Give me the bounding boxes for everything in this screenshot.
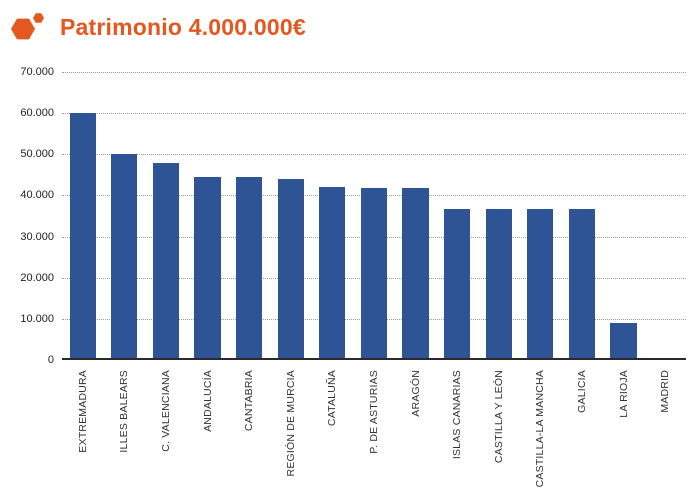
bar — [236, 176, 263, 360]
gridline — [62, 154, 686, 156]
x-axis-label: ANDALUCÍA — [187, 370, 229, 492]
bar-column — [436, 72, 478, 360]
x-axis-label: P. DE ASTURIAS — [353, 370, 395, 492]
x-axis-label-text: P. DE ASTURIAS — [367, 370, 380, 454]
x-axis-label-text: GALICIA — [575, 370, 588, 413]
x-axis-label: LA RIOJA — [603, 370, 645, 492]
x-axis-label-text: CASTILLA-LA MANCHA — [534, 370, 547, 488]
x-axis-label-text: C. VALENCIANA — [159, 370, 172, 452]
label-row: EXTREMADURA ILLES BALEARS C. VALENCIANA AND… — [6, 362, 696, 492]
axis-corner — [6, 362, 62, 492]
bars — [62, 72, 686, 360]
hexagon-icon — [11, 13, 44, 40]
bar-column — [478, 72, 520, 360]
x-axis-label: MADRID — [644, 370, 686, 492]
x-axis-label-text: CASTILLA Y LEÓN — [492, 370, 505, 464]
y-axis: 70.000 60.000 50.000 40.000 30.000 20.000 10.0… — [6, 66, 62, 366]
bar — [402, 188, 429, 360]
x-axis-label-text: CANTABRIA — [243, 370, 256, 432]
x-axis-label-text: ARAGÓN — [409, 370, 422, 417]
x-axis-label-text: MADRID — [659, 370, 672, 413]
bar-column — [62, 72, 104, 360]
bar-column — [603, 72, 645, 360]
bar-column — [104, 72, 146, 360]
y-tick-label: 40.000 — [20, 189, 54, 202]
y-tick-label: 0 — [47, 354, 54, 366]
x-axis-label-text: LA RIOJA — [617, 370, 630, 418]
bar — [69, 113, 96, 360]
x-axis-label: ILLES BALEARS — [104, 370, 146, 492]
bar-column — [312, 72, 354, 360]
x-axis-label: CASTILLA Y LEÓN — [478, 370, 520, 492]
bar-column — [270, 72, 312, 360]
x-axis-label-text: ISLAS CANARIAS — [451, 370, 464, 460]
x-axis-label: CANTABRIA — [228, 370, 270, 492]
x-axis-label: EXTREMADURA — [62, 370, 104, 492]
x-axis-label: REGIÓN DE MURCIA — [270, 370, 312, 492]
bar — [485, 209, 512, 360]
bar — [610, 322, 637, 360]
gridline — [62, 113, 686, 115]
bar — [152, 162, 180, 360]
y-tick-label: 70.000 — [20, 66, 54, 78]
y-tick-label: 50.000 — [20, 148, 54, 161]
bar-column — [395, 72, 437, 360]
x-axis-labels: EXTREMADURA ILLES BALEARS C. VALENCIANA AND… — [62, 362, 686, 492]
x-axis-label: GALICIA — [561, 370, 603, 492]
x-axis-label-text: EXTREMADURA — [76, 370, 89, 453]
bar-column — [561, 72, 603, 360]
x-axis-label: ARAGÓN — [395, 370, 437, 492]
x-axis-label: CATALUÑA — [312, 370, 354, 492]
bar — [360, 188, 388, 360]
y-tick-label: 20.000 — [20, 271, 54, 284]
y-tick-label: 60.000 — [20, 107, 54, 120]
x-axis-line — [62, 358, 686, 360]
bar — [568, 209, 596, 360]
y-tick-label: 30.000 — [20, 230, 54, 243]
gridline — [62, 72, 686, 73]
x-axis-label: ISLAS CANARIAS — [436, 370, 478, 492]
x-axis-label: CASTILLA-LA MANCHA — [520, 370, 562, 492]
plot-area — [62, 72, 686, 360]
y-tick-label: 10.000 — [20, 312, 54, 325]
chart-title: Patrimonio 4.000.000€ — [60, 13, 306, 40]
bar — [194, 176, 221, 360]
bar-column — [228, 72, 270, 360]
bar — [527, 209, 554, 360]
bar — [111, 154, 138, 360]
x-axis-label-text: CATALUÑA — [326, 370, 339, 427]
bar-column — [187, 72, 229, 360]
x-axis-label-text: ILLES BALEARS — [118, 370, 131, 453]
bar-chart: 70.000 60.000 50.000 40.000 30.000 20.000 10.0… — [6, 66, 696, 492]
bar-column — [353, 72, 395, 360]
x-axis-label-text: REGIÓN DE MURCIA — [284, 370, 297, 477]
bar — [319, 187, 346, 360]
x-axis-label: C. VALENCIANA — [145, 370, 187, 492]
bar-column — [520, 72, 562, 360]
plot-row: 70.000 60.000 50.000 40.000 30.000 20.000 10.0… — [6, 66, 696, 366]
bar-column — [145, 72, 187, 360]
bar — [444, 208, 471, 360]
x-axis-label-text: ANDALUCÍA — [201, 370, 214, 432]
chart-header: Patrimonio 4.000.000€ — [6, 8, 696, 46]
bar-column — [644, 72, 686, 360]
bar — [277, 178, 304, 360]
